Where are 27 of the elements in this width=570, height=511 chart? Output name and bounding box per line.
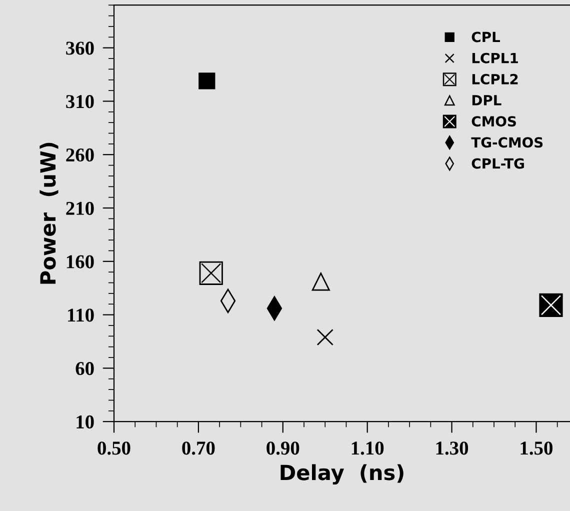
y-tick-label: 60 xyxy=(76,362,94,376)
y-tick-label: 210 xyxy=(66,202,94,215)
y-tick-label: 310 xyxy=(66,95,94,108)
y-tick-label: 260 xyxy=(66,148,94,162)
legend-label: DPL xyxy=(472,95,502,106)
y-tick-label: 360 xyxy=(66,42,94,55)
legend-label: CPL-TG xyxy=(472,158,524,169)
point xyxy=(316,328,334,346)
point xyxy=(199,261,223,285)
x-tick-label: 1.10 xyxy=(352,442,384,455)
legend-label: CPL xyxy=(472,32,500,42)
y-tick-label: 160 xyxy=(66,255,94,268)
x-tick-label: 1.50 xyxy=(520,442,552,455)
x-axis-title: Delay (ns) xyxy=(280,464,404,485)
x-tick-label: 0.70 xyxy=(182,442,215,455)
legend-label: LCPL1 xyxy=(472,52,518,64)
legend-label: TG-CMOS xyxy=(471,137,543,148)
point xyxy=(312,272,330,291)
x-tick-label: 0.50 xyxy=(98,442,130,455)
point xyxy=(198,72,216,90)
y-tick-label: 110 xyxy=(68,308,94,322)
x-tick-label: 1.30 xyxy=(436,442,468,455)
legend-label: LCPL2 xyxy=(472,74,518,84)
x-tick-label: 0.90 xyxy=(266,442,300,455)
y-tick-label: 10 xyxy=(76,415,94,429)
legend-label: CMOS xyxy=(472,116,516,127)
y-axis-title: Power (uW) xyxy=(40,142,58,284)
